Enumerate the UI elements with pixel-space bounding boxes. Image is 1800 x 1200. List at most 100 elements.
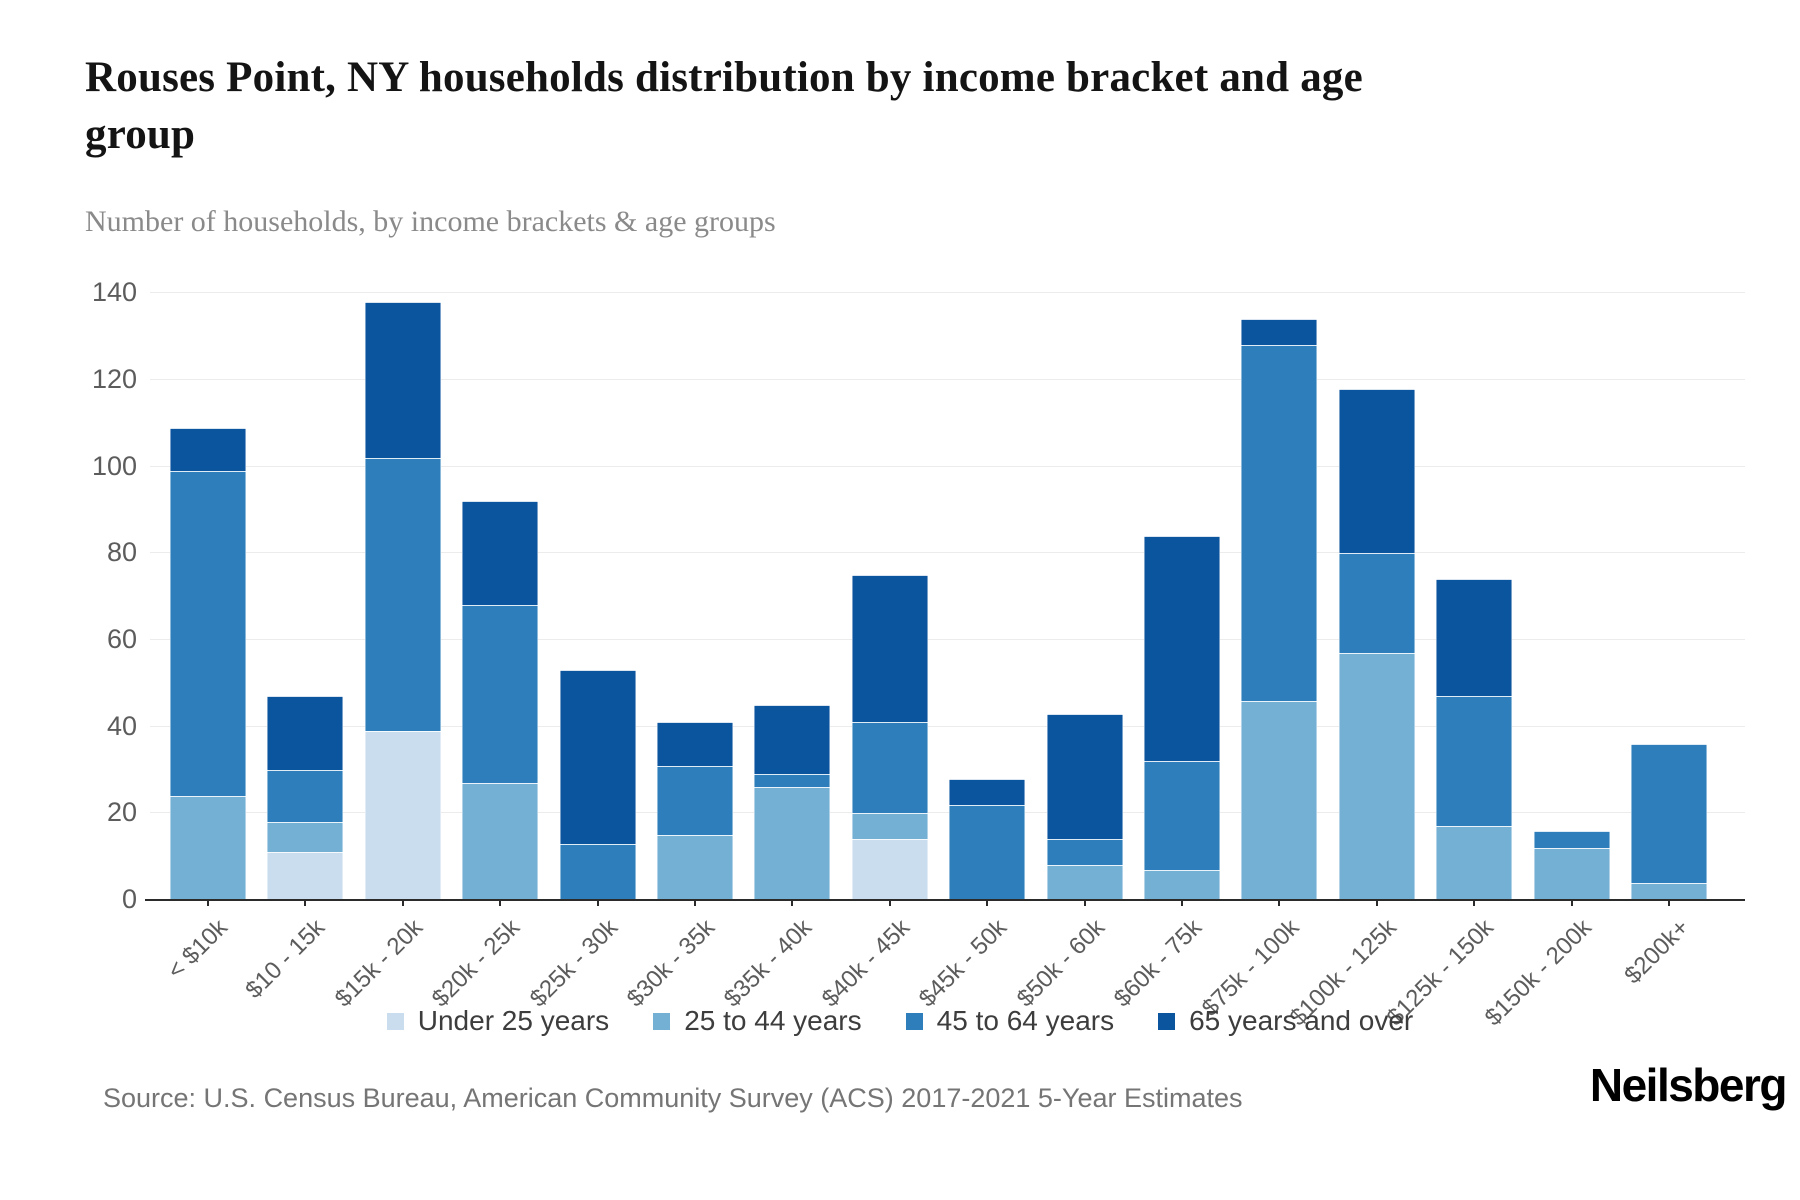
bar-60k-75k[interactable]	[1144, 536, 1220, 900]
bar-segment[interactable]	[559, 843, 636, 900]
bar-segment[interactable]	[1338, 553, 1415, 653]
bar-segment[interactable]	[851, 839, 928, 900]
bar-segment[interactable]	[170, 796, 246, 900]
bar-125k-150k[interactable]	[1436, 579, 1513, 900]
x-axis-label: $60k - 75k	[1108, 914, 1208, 1013]
bar-segment[interactable]	[1436, 696, 1513, 827]
gridline-y-60	[150, 639, 1745, 640]
legend-item-45-to-64-years: 45 to 64 years	[905, 1005, 1115, 1037]
bar-segment[interactable]	[657, 722, 733, 766]
bar-segment[interactable]	[1631, 744, 1707, 883]
bar-45k-50k[interactable]	[949, 778, 1026, 900]
bar-segment[interactable]	[1241, 345, 1318, 701]
x-axis-tick	[694, 900, 696, 906]
bar-segment[interactable]	[949, 778, 1026, 805]
bar-segment[interactable]	[657, 835, 733, 900]
legend: Under 25 years 25 to 44 years 45 to 64 yea…	[0, 1005, 1800, 1037]
bar-segment[interactable]	[462, 605, 539, 783]
x-axis-label: $15k - 20k	[329, 914, 428, 1013]
legend-swatch	[1158, 1012, 1176, 1030]
bar-30k-35k[interactable]	[657, 722, 733, 900]
bar-segment[interactable]	[754, 787, 831, 900]
y-axis-tick-label: 60	[106, 624, 137, 654]
bar-segment[interactable]	[1241, 700, 1318, 900]
x-axis-label: $25k - 30k	[524, 914, 623, 1013]
bar-25k-30k[interactable]	[559, 670, 636, 900]
bar-segment[interactable]	[1241, 319, 1318, 346]
x-axis-tick	[888, 900, 891, 906]
bar-segment[interactable]	[1144, 869, 1220, 900]
bar-segment[interactable]	[1533, 830, 1610, 848]
bar-40k-45k[interactable]	[851, 575, 928, 900]
x-axis-tick	[1570, 900, 1573, 906]
bar-150k-200k[interactable]	[1533, 830, 1610, 900]
bar-20k-25k[interactable]	[462, 501, 539, 900]
x-axis-tick	[401, 900, 404, 906]
bar-segment[interactable]	[267, 822, 344, 853]
x-axis-label: $40k - 45k	[816, 914, 915, 1013]
bar-segment[interactable]	[267, 852, 344, 900]
bar-segment[interactable]	[1046, 839, 1123, 866]
bar-segment[interactable]	[1533, 848, 1610, 900]
bar-100k-125k[interactable]	[1338, 388, 1415, 900]
x-axis-label: $30k - 35k	[621, 914, 721, 1013]
chart-title: Rouses Point, NY households distribution…	[85, 54, 1363, 158]
bar-segment[interactable]	[1144, 536, 1220, 762]
bar-segment[interactable]	[170, 471, 246, 796]
bar-35k-40k[interactable]	[754, 705, 831, 900]
neilsberg-logo[interactable]: Neilsberg	[1589, 1059, 1788, 1111]
x-axis-label: $35k - 40k	[719, 914, 818, 1013]
x-axis-label: < $10k	[162, 914, 234, 985]
bar-segment[interactable]	[267, 696, 344, 771]
x-axis-tick	[1668, 900, 1670, 906]
bar-segment[interactable]	[949, 804, 1026, 900]
bar-10-15k[interactable]	[267, 696, 344, 900]
gridline-y-40	[150, 725, 1745, 727]
gridline-y-20	[150, 812, 1745, 814]
bar-segment[interactable]	[1436, 579, 1513, 697]
bar-segment[interactable]	[1046, 865, 1123, 900]
x-axis-tick	[1473, 900, 1476, 906]
legend-swatch	[386, 1012, 404, 1030]
bar-75k-100k[interactable]	[1241, 319, 1318, 900]
bar-segment[interactable]	[559, 670, 636, 844]
bar-segment[interactable]	[1144, 761, 1220, 870]
x-axis-label: $200k+	[1618, 914, 1695, 990]
bar-segment[interactable]	[364, 731, 441, 900]
bar-segment[interactable]	[462, 783, 539, 900]
bar-segment[interactable]	[1338, 388, 1415, 554]
bar-segment[interactable]	[267, 770, 344, 823]
y-axis-tick-label: 40	[106, 710, 137, 741]
bar-50k-60k[interactable]	[1046, 713, 1123, 900]
gridline-y-120	[150, 379, 1745, 380]
bar-segment[interactable]	[754, 705, 831, 775]
bar-segment[interactable]	[170, 427, 246, 471]
x-axis-line	[145, 899, 1745, 901]
x-axis-label: $20k - 25k	[426, 914, 526, 1013]
y-axis-tick-label: 20	[106, 797, 137, 828]
x-axis-tick	[986, 900, 989, 906]
gridline-y-100	[150, 465, 1745, 467]
bar-segment[interactable]	[462, 501, 539, 606]
bar-segment[interactable]	[364, 302, 441, 458]
bar-segment[interactable]	[754, 774, 831, 788]
bar-segment[interactable]	[1436, 826, 1513, 900]
legend-label: 25 to 44 years	[684, 1005, 862, 1036]
bar-segment[interactable]	[1338, 653, 1415, 900]
x-axis-tick	[1278, 900, 1281, 906]
bar-200k[interactable]	[1631, 744, 1707, 900]
bar-15k-20k[interactable]	[364, 302, 441, 900]
y-axis-tick-label: 0	[121, 884, 137, 914]
legend-label: 45 to 64 years	[936, 1005, 1115, 1036]
bar-segment[interactable]	[851, 575, 928, 723]
bar-segment[interactable]	[1046, 713, 1123, 840]
bar-segment[interactable]	[657, 765, 733, 835]
bar-segment[interactable]	[364, 458, 441, 731]
bar-segment[interactable]	[851, 813, 928, 840]
bar-segment[interactable]	[851, 722, 928, 814]
bar-segment[interactable]	[1631, 882, 1707, 900]
legend-item-under-25-years: Under 25 years	[386, 1005, 609, 1037]
bar-10k[interactable]	[170, 427, 246, 900]
legend-item-65-years-and-over: 65 years and over	[1158, 1005, 1413, 1037]
